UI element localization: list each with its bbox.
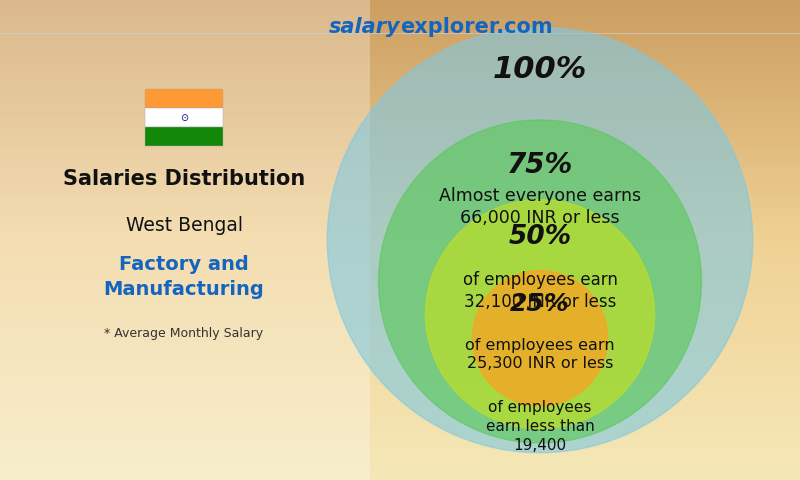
Text: 100%: 100% — [493, 55, 587, 84]
Text: 75%: 75% — [507, 151, 573, 179]
Text: 25%: 25% — [510, 292, 570, 316]
FancyBboxPatch shape — [146, 128, 222, 146]
Text: * Average Monthly Salary: * Average Monthly Salary — [105, 327, 263, 340]
Circle shape — [327, 27, 753, 453]
Text: salary: salary — [328, 17, 400, 37]
Text: Salaries Distribution: Salaries Distribution — [63, 169, 305, 189]
Text: of employees earn
32,100 INR or less: of employees earn 32,100 INR or less — [462, 271, 618, 311]
Text: of employees
earn less than
19,400: of employees earn less than 19,400 — [486, 400, 594, 453]
FancyBboxPatch shape — [146, 89, 222, 108]
Circle shape — [378, 120, 702, 443]
Text: West Bengal: West Bengal — [126, 216, 242, 236]
Text: ⊙: ⊙ — [180, 113, 188, 123]
Text: Almost everyone earns
66,000 INR or less: Almost everyone earns 66,000 INR or less — [439, 187, 641, 227]
Circle shape — [426, 200, 654, 429]
Text: explorer.com: explorer.com — [400, 17, 553, 37]
Text: Factory and
Manufacturing: Factory and Manufacturing — [104, 255, 264, 299]
Bar — [0, 0, 370, 480]
FancyBboxPatch shape — [146, 108, 222, 128]
Circle shape — [472, 271, 608, 406]
Text: of employees earn
25,300 INR or less: of employees earn 25,300 INR or less — [465, 337, 615, 371]
Text: 50%: 50% — [509, 224, 571, 250]
